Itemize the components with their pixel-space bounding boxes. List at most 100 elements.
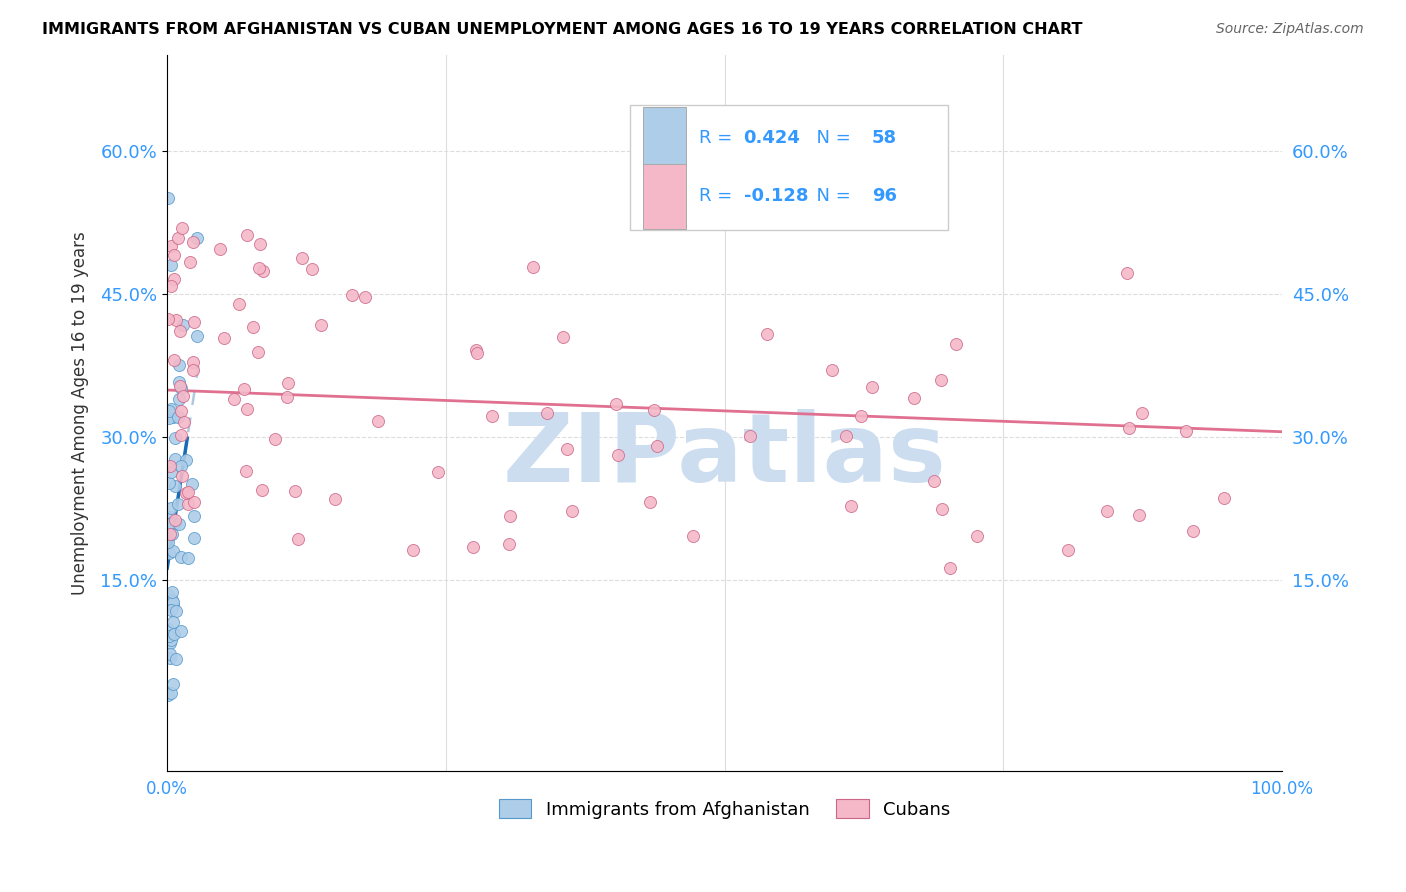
Point bbox=[236, 227, 259, 242]
Point bbox=[167, 496, 190, 510]
Point bbox=[162, 677, 184, 691]
Point bbox=[835, 429, 858, 443]
Point bbox=[276, 390, 298, 404]
Point bbox=[160, 603, 183, 617]
Point bbox=[157, 546, 180, 560]
Point bbox=[945, 336, 967, 351]
Point bbox=[555, 442, 578, 457]
Point bbox=[172, 389, 194, 403]
Point bbox=[157, 629, 180, 643]
Point bbox=[157, 410, 180, 425]
Point bbox=[167, 231, 190, 245]
Point bbox=[645, 439, 668, 453]
Point bbox=[162, 615, 184, 629]
Point bbox=[169, 549, 191, 564]
Point bbox=[1095, 504, 1118, 518]
Text: N =: N = bbox=[804, 129, 856, 147]
Point bbox=[160, 279, 183, 293]
Point bbox=[522, 260, 544, 274]
Point bbox=[931, 502, 953, 516]
Point bbox=[323, 491, 346, 506]
Point bbox=[167, 375, 190, 389]
Text: IMMIGRANTS FROM AFGHANISTAN VS CUBAN UNEMPLOYMENT AMONG AGES 16 TO 19 YEARS CORR: IMMIGRANTS FROM AFGHANISTAN VS CUBAN UNE… bbox=[42, 22, 1083, 37]
Point bbox=[159, 517, 181, 532]
Point bbox=[966, 529, 988, 543]
Point bbox=[170, 221, 193, 235]
Point bbox=[170, 459, 193, 474]
Point bbox=[181, 363, 204, 377]
Y-axis label: Unemployment Among Ages 16 to 19 years: Unemployment Among Ages 16 to 19 years bbox=[72, 231, 89, 595]
Point bbox=[159, 651, 181, 665]
Point bbox=[156, 588, 179, 602]
Point bbox=[481, 409, 503, 424]
Point bbox=[169, 358, 191, 372]
Point bbox=[1056, 542, 1078, 557]
Point bbox=[163, 431, 186, 445]
Point bbox=[860, 380, 883, 394]
Point bbox=[181, 355, 204, 369]
Point bbox=[235, 401, 257, 416]
Point bbox=[162, 544, 184, 558]
Point bbox=[212, 331, 235, 345]
Point bbox=[1128, 508, 1150, 523]
Point bbox=[222, 392, 245, 406]
Text: Source: ZipAtlas.com: Source: ZipAtlas.com bbox=[1216, 22, 1364, 37]
Point bbox=[929, 373, 952, 387]
FancyBboxPatch shape bbox=[643, 107, 686, 171]
Point bbox=[162, 410, 184, 425]
Point bbox=[465, 345, 488, 359]
Point bbox=[162, 527, 184, 541]
Point bbox=[170, 404, 193, 418]
Point bbox=[426, 465, 449, 479]
Point bbox=[165, 604, 187, 618]
Point bbox=[172, 318, 194, 333]
Text: ZIPatlas: ZIPatlas bbox=[503, 409, 946, 502]
Point bbox=[607, 448, 630, 462]
Point bbox=[922, 474, 945, 488]
Point bbox=[186, 328, 208, 343]
Point bbox=[498, 537, 520, 551]
Text: 96: 96 bbox=[872, 186, 897, 205]
Point bbox=[263, 432, 285, 446]
Point bbox=[1115, 266, 1137, 280]
Point bbox=[169, 516, 191, 531]
Point bbox=[463, 540, 485, 554]
Text: R =: R = bbox=[699, 186, 738, 205]
Point bbox=[183, 531, 205, 545]
Point bbox=[177, 485, 200, 500]
Point bbox=[157, 404, 180, 418]
Point bbox=[159, 402, 181, 417]
Point bbox=[755, 326, 778, 341]
Point bbox=[170, 428, 193, 442]
Point bbox=[157, 311, 180, 326]
Point bbox=[402, 542, 425, 557]
Point bbox=[464, 343, 486, 357]
Point bbox=[176, 486, 198, 500]
Point bbox=[242, 320, 264, 334]
Point bbox=[163, 353, 186, 368]
Point bbox=[177, 551, 200, 566]
Point bbox=[159, 459, 181, 474]
Point bbox=[165, 479, 187, 493]
Point bbox=[176, 497, 198, 511]
Point bbox=[162, 598, 184, 612]
Point bbox=[170, 624, 193, 638]
Point bbox=[287, 533, 309, 547]
Point bbox=[156, 689, 179, 703]
Point bbox=[167, 409, 190, 424]
Point bbox=[643, 403, 665, 417]
Point bbox=[354, 290, 377, 304]
Point bbox=[551, 330, 574, 344]
Point bbox=[162, 595, 184, 609]
Point bbox=[1175, 424, 1198, 438]
Point bbox=[183, 315, 205, 329]
Point bbox=[640, 495, 662, 509]
Legend: Immigrants from Afghanistan, Cubans: Immigrants from Afghanistan, Cubans bbox=[491, 792, 957, 826]
Point bbox=[172, 469, 194, 483]
Point bbox=[174, 453, 197, 467]
Point bbox=[821, 363, 844, 377]
Point bbox=[169, 379, 191, 393]
Point bbox=[228, 296, 250, 310]
Point bbox=[301, 262, 323, 277]
Point bbox=[561, 504, 583, 518]
